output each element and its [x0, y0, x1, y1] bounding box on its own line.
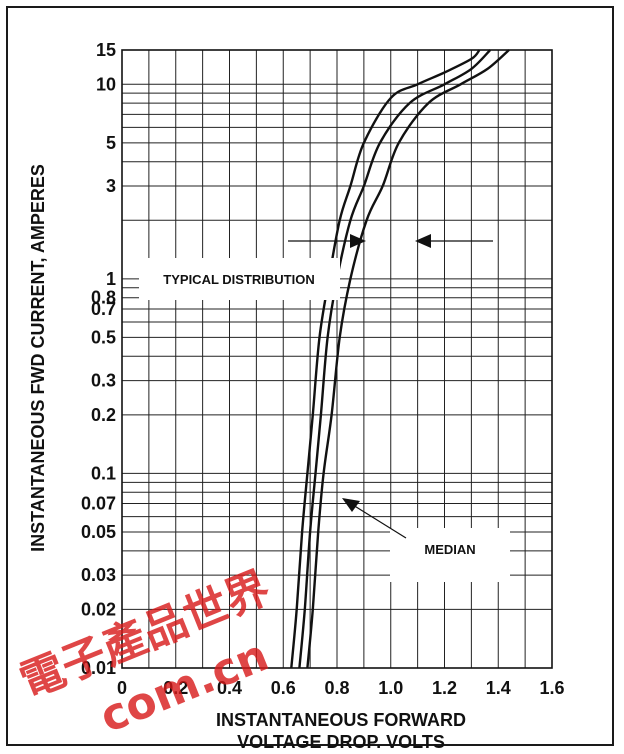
y-tick-label: 0.01 — [81, 658, 116, 678]
median-box — [390, 528, 510, 582]
typical-arrow-left-head — [350, 234, 366, 248]
x-axis-label-line2: VOLTAGE DROP, VOLTS — [237, 732, 445, 748]
x-axis-label-line1: INSTANTANEOUS FORWARD — [216, 710, 466, 730]
y-tick-label: 10 — [96, 74, 116, 94]
chart-frame: TYPICAL DISTRIBUTION MEDIAN 0.01 0.02 0.03… — [6, 6, 614, 748]
y-tick-label: 0.1 — [91, 463, 116, 483]
typical-distribution-label: TYPICAL DISTRIBUTION — [163, 272, 314, 287]
curve-median — [298, 49, 492, 669]
curves — [290, 49, 510, 669]
y-tick-label: 0.2 — [91, 405, 116, 425]
y-tick-label: 0.05 — [81, 522, 116, 542]
plot-border — [121, 49, 553, 669]
y-tick-label: 3 — [106, 176, 116, 196]
y-tick-label: 1 — [106, 269, 116, 289]
median-leader-line — [352, 504, 407, 539]
x-tick-label: 1.0 — [378, 678, 403, 698]
typical-arrow-right-head — [415, 234, 431, 248]
typical-distribution-box — [139, 258, 340, 300]
y-tick-label: 0.3 — [91, 371, 116, 391]
y-tick-label: 0.8 — [91, 288, 116, 308]
forward-voltage-chart: TYPICAL DISTRIBUTION MEDIAN 0.01 0.02 0.03… — [13, 40, 565, 748]
y-tick-label: 0.03 — [81, 565, 116, 585]
y-tick-label: 15 — [96, 40, 116, 60]
x-tick-label: 1.2 — [432, 678, 457, 698]
y-tick-labels: 0.01 0.02 0.03 0.05 0.07 0.1 0.2 0.3 0.5 0.70.81 3… — [81, 40, 116, 678]
x-tick-label: 1.6 — [539, 678, 564, 698]
y-tick-label: 0.7 — [91, 299, 116, 319]
median-arrow-head — [342, 498, 360, 512]
median-label: MEDIAN — [424, 542, 475, 557]
x-tick-label: 0.6 — [271, 678, 296, 698]
x-tick-label: 0.4 — [217, 678, 242, 698]
curve-high — [306, 49, 510, 669]
y-tick-label: 5 — [106, 133, 116, 153]
curve-low — [290, 49, 481, 669]
x-tick-label: 1.4 — [486, 678, 511, 698]
y-tick-label: 0.02 — [81, 599, 116, 619]
y-tick-label: 0.07 — [81, 494, 116, 514]
x-tick-labels: 0 0.2 0.4 0.6 0.8 1.0 1.2 1.4 1.6 — [117, 678, 565, 698]
x-tick-label: 0 — [117, 678, 127, 698]
x-tick-label: 0.8 — [324, 678, 349, 698]
x-tick-label: 0.2 — [163, 678, 188, 698]
y-tick-label: 0.5 — [91, 327, 116, 347]
y-axis-label: INSTANTANEOUS FWD CURRENT, AMPERES — [28, 164, 48, 552]
